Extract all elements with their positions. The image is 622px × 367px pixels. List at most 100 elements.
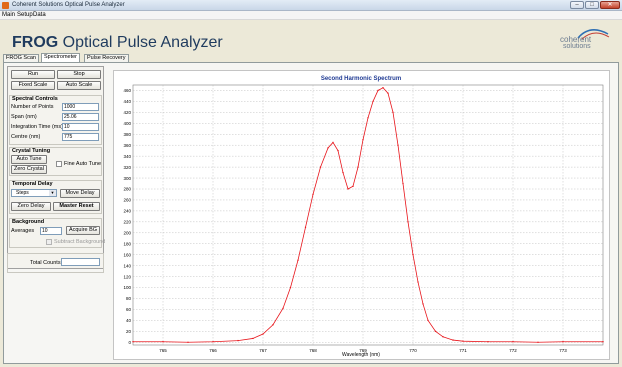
x-tick-label: 767 (259, 348, 267, 353)
fine-auto-tune-label: Fine Auto Tune (64, 161, 101, 167)
spectrum-data-point (602, 341, 604, 343)
num-points-input[interactable]: 1000 (62, 103, 99, 111)
fixed-scale-button[interactable]: Fixed Scale (11, 81, 55, 90)
window-titlebar: Coherent Solutions Optical Pulse Analyze… (0, 0, 622, 11)
y-tick-label: 440 (123, 99, 131, 104)
background-title: Background (12, 219, 45, 225)
company-logo: coherent solutions (558, 26, 610, 52)
spectrum-data-point (462, 340, 464, 342)
auto-scale-button[interactable]: Auto Scale (57, 81, 101, 90)
spectrum-data-point (332, 141, 334, 144)
y-tick-label: 300 (123, 176, 131, 181)
y-tick-label: 180 (123, 241, 131, 246)
menu-bar: Main Setup Data (0, 11, 622, 20)
spectrum-data-point (392, 111, 394, 114)
spectrum-data-point (187, 341, 189, 343)
spectrum-data-point (132, 341, 134, 343)
y-tick-label: 140 (123, 263, 131, 268)
y-tick-label: 60 (126, 307, 132, 312)
total-counts-label: Total Counts (30, 260, 61, 266)
plot-area (132, 84, 604, 346)
spectrum-data-point (262, 333, 264, 335)
spectrum-data-point (162, 341, 164, 343)
spectrum-data-point (319, 166, 322, 168)
window-title: Coherent Solutions Optical Pulse Analyze… (12, 2, 125, 8)
y-tick-label: 100 (123, 285, 131, 290)
spectrum-data-point (304, 226, 307, 229)
spectrum-data-point (402, 182, 404, 185)
spectrum-data-point (387, 92, 389, 94)
spectrum-data-point (357, 166, 359, 168)
zero-delay-button[interactable]: Zero Delay (11, 202, 51, 211)
logo-text-coherent: coherent (560, 35, 592, 44)
run-button[interactable]: Run (11, 70, 55, 79)
zero-crystal-button[interactable]: Zero Crystal (11, 165, 47, 174)
spectrum-data-point (427, 319, 429, 322)
stop-button[interactable]: Stop (57, 70, 101, 79)
logo-swoosh-icon (577, 29, 610, 40)
move-delay-button[interactable]: Move Delay (60, 189, 100, 198)
subtract-background-checkbox[interactable] (46, 239, 52, 245)
fine-auto-tune-checkbox[interactable] (56, 161, 62, 167)
spectrum-data-point (362, 139, 364, 141)
logo-text-solutions: solutions (563, 43, 591, 50)
centre-input[interactable]: 775 (62, 133, 99, 141)
integration-time-label: Integration Time (ms) (11, 124, 63, 130)
averages-input[interactable]: 10 (40, 227, 62, 235)
total-counts-field (61, 258, 100, 266)
master-reset-button[interactable]: Master Reset (53, 202, 100, 211)
y-tick-label: 40 (126, 318, 132, 323)
chart-frame (113, 70, 610, 360)
crystal-tuning-title: Crystal Tuning (12, 148, 51, 154)
span-input[interactable]: 25.06 (62, 113, 99, 121)
spectrum-data-point (289, 286, 292, 289)
y-tick-label: 220 (123, 220, 131, 225)
menu-data[interactable]: Data (33, 12, 46, 18)
y-tick-label: 0 (128, 340, 131, 345)
spectrum-data-point (337, 149, 339, 152)
spectrum-data-point (397, 144, 399, 146)
menu-main[interactable]: Main (2, 12, 16, 18)
x-tick-label: 772 (509, 348, 517, 353)
integration-time-input[interactable]: 10 (62, 123, 99, 131)
auto-tune-button[interactable]: Auto Tune (11, 155, 47, 164)
close-button[interactable]: ✕ (600, 1, 620, 9)
y-tick-label: 320 (123, 165, 131, 170)
centre-label: Centre (nm) (11, 134, 41, 140)
menu-setup[interactable]: Setup (17, 12, 33, 18)
y-tick-label: 420 (123, 110, 131, 115)
steps-select-value: Steps (16, 190, 29, 196)
spectrum-data-point (352, 185, 354, 187)
spectrum-data-point (372, 100, 374, 103)
spectrum-data-point (297, 259, 299, 261)
steps-select[interactable]: Steps ▼ (11, 189, 57, 197)
spectral-controls-title: Spectral Controls (12, 96, 58, 102)
y-tick-label: 160 (123, 252, 131, 257)
tab-pulse-recovery[interactable]: Pulse Recovery (84, 54, 129, 63)
spectrum-data-point (347, 188, 349, 190)
chart-title: Second Harmonic Spectrum (321, 76, 401, 82)
spectral-controls-group (9, 95, 102, 145)
spectrum-data-point (487, 341, 489, 343)
spectrum-data-point (342, 171, 344, 174)
maximize-button[interactable]: □ (585, 1, 599, 9)
acquire-bg-button[interactable]: Acquire BG (66, 226, 100, 235)
app-icon (2, 2, 9, 9)
temporal-delay-group (9, 180, 102, 214)
y-tick-label: 80 (126, 296, 132, 301)
page-title: FROG Optical Pulse Analyzer (12, 34, 223, 52)
spectrum-data-point (434, 330, 437, 333)
y-tick-label: 280 (123, 187, 131, 192)
spectrum-data-point (252, 337, 254, 340)
minimize-button[interactable]: – (570, 1, 584, 9)
tab-spectrometer[interactable]: Spectrometer (41, 53, 81, 63)
x-tick-label: 766 (209, 348, 217, 353)
tab-frog-scan[interactable]: FROG Scan (3, 54, 39, 63)
chevron-down-icon[interactable]: ▼ (49, 190, 56, 196)
spectrum-data-point (442, 336, 444, 338)
x-tick-label: 773 (559, 348, 567, 353)
y-tick-label: 340 (123, 154, 131, 159)
x-tick-label: 769 (359, 348, 367, 353)
page-title-rest: Optical Pulse Analyzer (58, 34, 223, 51)
spectrum-data-point (407, 221, 409, 223)
